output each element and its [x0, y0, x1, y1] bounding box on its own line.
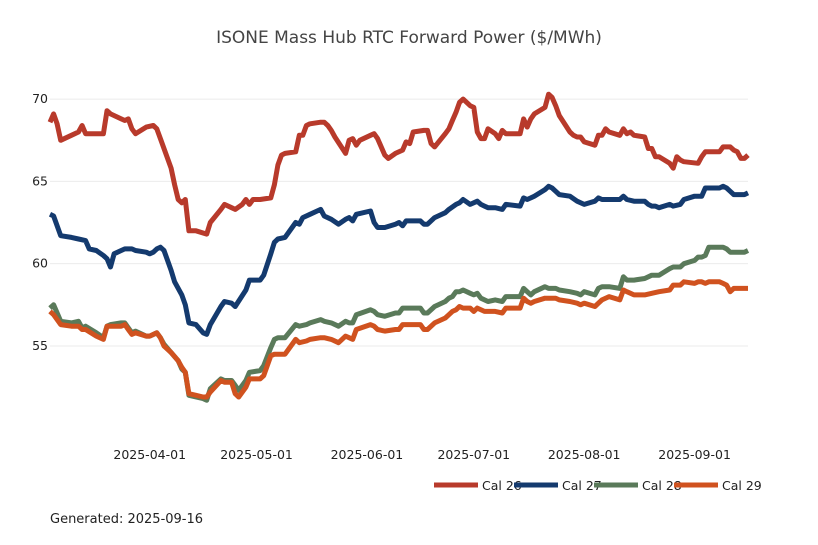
x-tick-label: 2025-04-01 [113, 447, 186, 462]
x-axis-ticks: 2025-04-01 2025-05-01 2025-06-01 2025-07-01… [113, 447, 731, 462]
legend-label: Cal 28 [642, 478, 682, 493]
y-tick-label: 65 [32, 173, 48, 188]
x-tick-label: 2025-08-01 [548, 447, 621, 462]
series-line-cal-27 [48, 183, 750, 337]
legend-label: Cal 26 [482, 478, 522, 493]
x-tick-label: 2025-07-01 [437, 447, 510, 462]
series-line-cal-26 [47, 91, 750, 237]
y-tick-label: 55 [32, 338, 48, 353]
legend-label: Cal 29 [722, 478, 762, 493]
chart-title: ISONE Mass Hub RTC Forward Power ($/MWh) [216, 28, 602, 48]
generated-date: Generated: 2025-09-16 [50, 512, 204, 527]
x-tick-label: 2025-06-01 [331, 447, 404, 462]
x-tick-label: 2025-09-01 [658, 447, 731, 462]
series-line-cal-29 [48, 279, 748, 400]
y-axis-ticks: 55 60 65 70 [32, 91, 48, 353]
series-line-cal-28 [48, 244, 750, 403]
y-tick-label: 70 [32, 91, 48, 106]
series-lines [47, 91, 750, 403]
y-tick-label: 60 [32, 256, 48, 271]
legend-label: Cal 27 [562, 478, 602, 493]
x-tick-label: 2025-05-01 [220, 447, 293, 462]
legend: Cal 26 Cal 27 Cal 28 Cal 29 [434, 478, 762, 493]
